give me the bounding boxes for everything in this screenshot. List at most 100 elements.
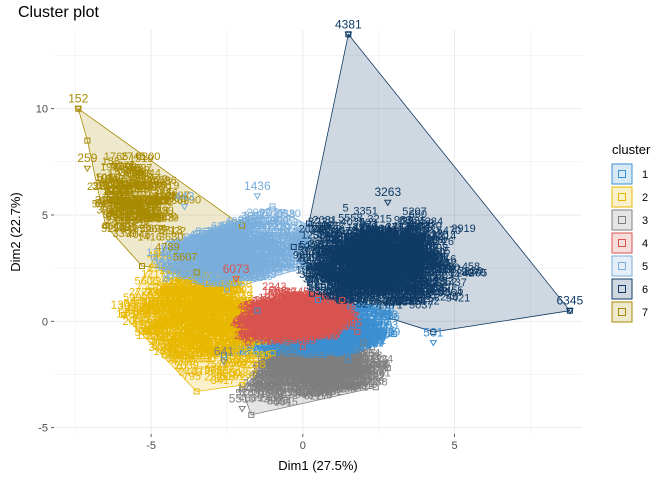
point-label: 26 [375, 353, 389, 367]
cluster-point: 3780 [323, 354, 347, 366]
cluster-point: 6384 [273, 359, 297, 371]
cluster-point: 2536 [307, 364, 331, 376]
cluster-point: 5540 [335, 381, 359, 393]
cluster-hull-3 [241, 342, 389, 416]
cluster-point: 5717 [305, 373, 329, 385]
cluster-point: 5486 [355, 370, 379, 382]
cluster-point: 4502 [312, 344, 336, 356]
cluster-point: 5672 [275, 374, 299, 386]
point-label: 3238 [308, 215, 335, 229]
cluster-point: 1729 [317, 340, 341, 352]
cluster-point: 1841 [335, 344, 359, 356]
legend-key-5 [611, 255, 633, 277]
legend-title: cluster [612, 142, 651, 157]
cluster-point: 6032 [352, 354, 376, 366]
cluster-point: 693 [274, 365, 292, 377]
cluster-point: 4733 [278, 364, 302, 376]
cluster-point: 3859 [251, 266, 275, 278]
cluster-point: 2034 [279, 387, 303, 399]
cluster-point: 778 [353, 362, 371, 374]
cluster-point: 6227 [303, 391, 327, 403]
cluster-point: 5207 [402, 206, 426, 218]
cluster-point: 2092 [310, 343, 334, 355]
cluster-point: 658 [338, 383, 356, 395]
cluster-point: 1113 [348, 361, 371, 373]
cluster-point: 61 [313, 343, 325, 355]
cluster-point: 3896 [304, 377, 328, 389]
cluster-point: 5298 [310, 383, 334, 395]
point-label: 2287 [238, 213, 265, 227]
cluster-point: 3127 [288, 350, 312, 362]
cluster-point: 341 [314, 344, 332, 356]
cluster-point: 2642 [272, 348, 296, 360]
cluster-point: 2167 [326, 374, 350, 386]
cluster-point: 3365 [316, 384, 340, 396]
cluster-point: 1751 [308, 388, 332, 400]
cluster-point: 1056 [317, 369, 341, 381]
cluster-point: 5894 [142, 223, 166, 235]
cluster-point: 540 [319, 343, 337, 355]
y-tick-label: 5 [42, 210, 48, 222]
cluster-point: 5295 [320, 378, 344, 390]
cluster-point: 4424 [258, 367, 282, 379]
cluster-point: 577 [298, 245, 316, 257]
cluster-point: 550 [254, 361, 272, 373]
cluster-point: 1223 [358, 350, 382, 362]
cluster-point: 5422 [300, 379, 324, 391]
cluster-point: 3067 [286, 339, 310, 351]
legend-key-6 [611, 278, 633, 300]
point-label: 443 [174, 189, 194, 203]
cluster-point: 4398 [313, 365, 337, 377]
cluster-point: 2748 [332, 363, 356, 375]
cluster-point: 2572 [292, 334, 316, 346]
cluster-point: 6271 [321, 378, 345, 390]
cluster-point: 4255 [322, 365, 346, 377]
cluster-point: 3285 [106, 208, 130, 220]
cluster-point: 6300 [275, 346, 299, 358]
cluster-point: 577 [262, 356, 280, 368]
legend-label: 1 [642, 169, 648, 181]
cluster-point: 4559 [260, 376, 284, 388]
cluster-point: 1896 [283, 389, 307, 401]
cluster-point: 274 [302, 364, 320, 376]
cluster-point: 3083 [290, 361, 314, 373]
cluster-point: 5541 [299, 373, 323, 385]
cluster-point: 1024 [290, 355, 314, 367]
cluster-point: 19 [326, 367, 338, 379]
cluster-point: 2007 [320, 374, 344, 386]
grid [54, 30, 582, 434]
cluster-point: 2138 [316, 360, 340, 372]
cluster-point: 458 [462, 261, 480, 273]
legend-label: 3 [642, 215, 648, 227]
cluster-point: 1569 [337, 380, 361, 392]
cluster-point: 6172 [323, 369, 347, 381]
cluster-point: 3132 [299, 384, 323, 396]
cluster-point: 1683 [259, 388, 283, 400]
cluster-point: 3633 [266, 363, 290, 375]
point-label: 5510 [229, 391, 256, 405]
cluster-point: 4081 [356, 351, 380, 363]
cluster-point: 3770 [286, 354, 310, 366]
cluster-point: 5880 [318, 368, 342, 380]
cluster-point: 1390 [287, 353, 311, 365]
cluster-point: 877 [312, 368, 330, 380]
cluster-point: 6099 [291, 353, 315, 365]
cluster-hull-2 [123, 252, 273, 392]
legend-key-3 [611, 209, 633, 231]
cluster-point: 416 [280, 371, 298, 383]
cluster-point: 3082 [281, 356, 305, 368]
cluster-point: 1868 [311, 357, 335, 369]
cluster-point: 1210 [328, 345, 352, 357]
cluster-point: 776 [280, 347, 298, 359]
cluster-point: 4367 [307, 342, 331, 354]
cluster-point: 1865 [281, 371, 305, 383]
cluster-point: 5656 [295, 375, 319, 387]
cluster-point: 3631 [313, 376, 337, 388]
cluster-point: 1675 [280, 354, 304, 366]
cluster-point: 4300 [300, 375, 324, 387]
point-label: 259 [77, 151, 97, 165]
cluster-point: 1971 [344, 352, 368, 364]
cluster-point: 4314 [336, 239, 360, 251]
cluster-hull-7 [77, 107, 243, 273]
